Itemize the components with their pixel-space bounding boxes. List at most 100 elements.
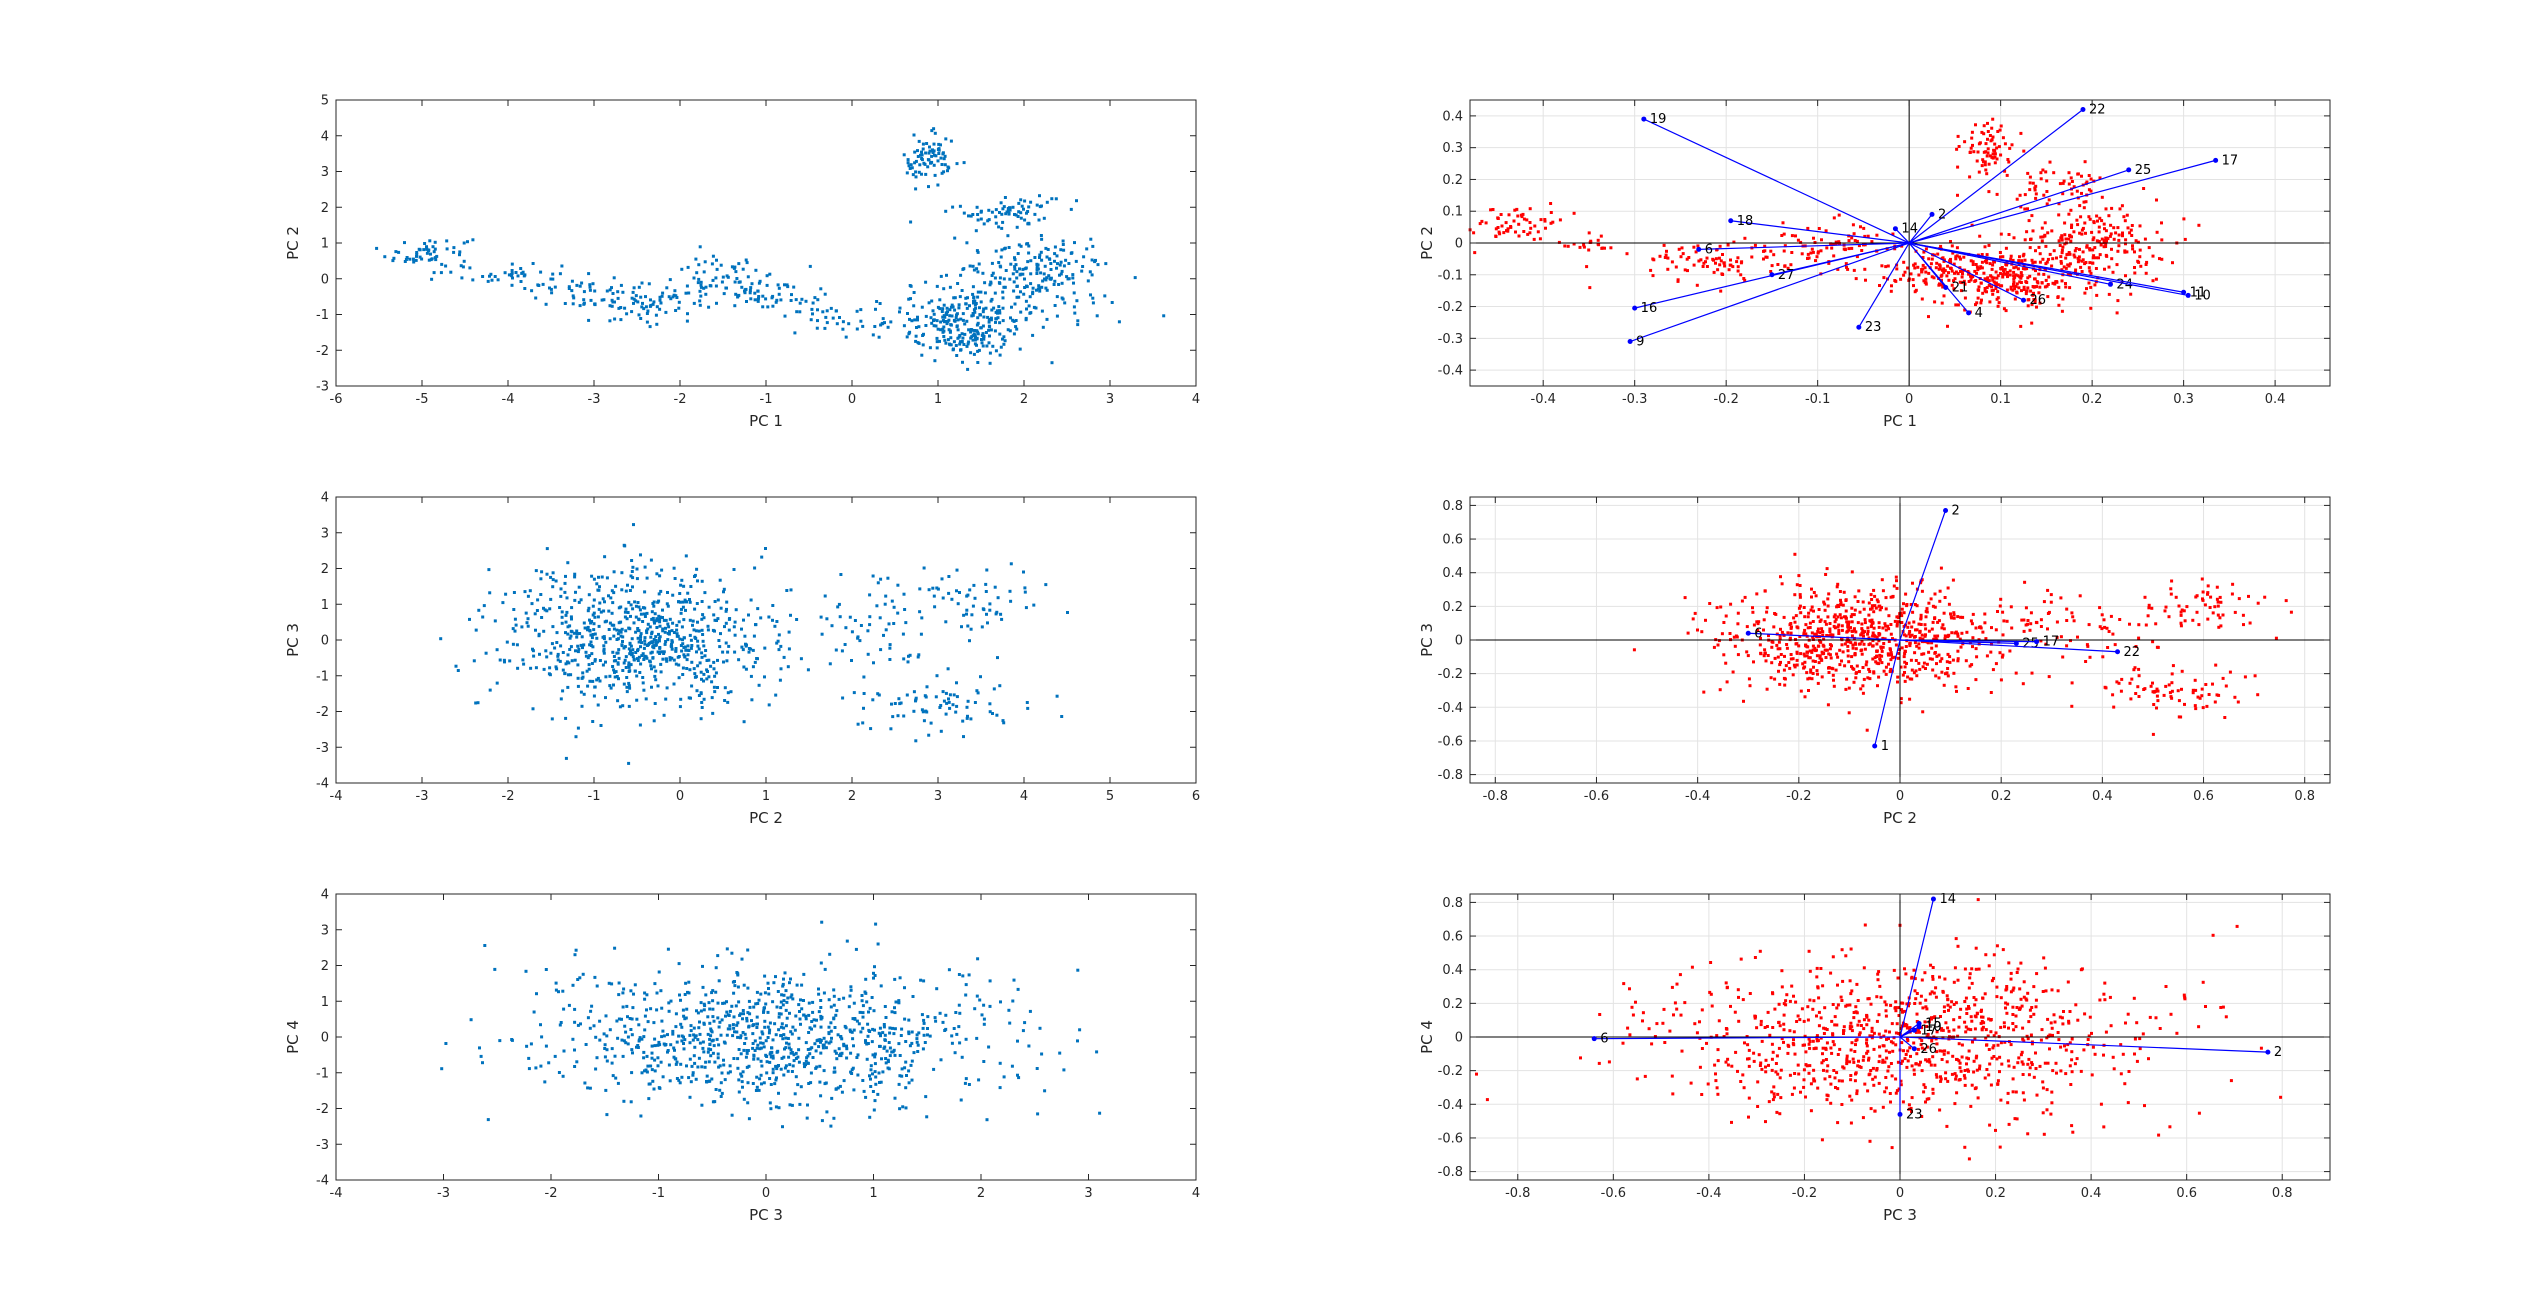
data-point	[449, 270, 453, 274]
data-point	[530, 602, 534, 606]
data-point	[1794, 614, 1798, 618]
data-point	[1960, 275, 1964, 279]
data-point	[656, 684, 660, 688]
data-point	[1935, 662, 1938, 666]
data-point	[1117, 320, 1121, 324]
data-point	[886, 576, 890, 580]
data-point	[1853, 608, 1857, 612]
data-point	[620, 627, 624, 631]
data-point	[1861, 600, 1865, 604]
data-point	[629, 644, 633, 648]
data-point	[2197, 623, 2201, 627]
data-point	[415, 254, 418, 258]
data-point	[1765, 255, 1769, 259]
data-point	[1969, 259, 1973, 263]
data-point	[738, 280, 742, 284]
data-point	[702, 270, 706, 274]
data-point	[1696, 628, 1699, 632]
data-point	[1946, 264, 1950, 268]
data-point	[1889, 658, 1893, 662]
data-point	[2130, 234, 2134, 237]
data-point	[1859, 633, 1863, 637]
data-point	[571, 1037, 575, 1041]
data-point	[1853, 653, 1857, 657]
data-point	[935, 319, 939, 323]
data-point	[415, 253, 419, 256]
data-point	[927, 588, 931, 592]
data-point	[715, 258, 718, 262]
data-point	[959, 317, 963, 321]
data-point	[890, 702, 893, 706]
data-point	[556, 652, 560, 656]
data-point	[2155, 687, 2159, 691]
data-point	[607, 609, 611, 613]
data-point	[1038, 1026, 1042, 1030]
data-point	[2032, 291, 2035, 295]
data-point	[864, 1039, 867, 1043]
data-point	[1948, 655, 1952, 659]
data-point	[649, 303, 653, 307]
data-point	[1887, 614, 1891, 618]
data-point	[670, 629, 674, 633]
data-point	[1795, 663, 1799, 667]
data-point	[2079, 265, 2083, 269]
data-point	[980, 1013, 984, 1017]
data-point	[1870, 606, 1874, 610]
data-point	[1676, 278, 1680, 282]
data-point	[1854, 671, 1858, 675]
data-point	[889, 727, 893, 731]
data-point	[838, 615, 842, 619]
data-point	[1909, 658, 1913, 662]
data-point	[1824, 229, 1828, 233]
data-point	[2046, 283, 2050, 286]
data-point	[1736, 256, 1740, 260]
data-point	[1693, 611, 1697, 615]
data-point	[656, 1043, 660, 1047]
data-point	[1687, 256, 1691, 259]
data-point	[1983, 277, 1987, 281]
data-point	[1824, 656, 1828, 659]
data-point	[1878, 658, 1882, 662]
data-point	[943, 338, 947, 342]
data-point	[590, 574, 594, 578]
data-point	[2003, 267, 2007, 271]
data-point	[790, 1032, 794, 1036]
data-point	[1866, 676, 1870, 680]
data-point	[1896, 656, 1900, 660]
data-point	[2087, 281, 2091, 285]
data-point	[958, 295, 962, 299]
data-point	[1989, 691, 1993, 694]
data-point	[1983, 287, 1987, 290]
vector-label-23: 23	[1865, 320, 1882, 335]
data-point	[649, 664, 653, 668]
data-point	[537, 632, 541, 636]
data-point	[2180, 687, 2183, 691]
data-point	[855, 1056, 859, 1059]
data-point	[1686, 631, 1690, 635]
data-point	[965, 241, 969, 245]
vector-label-21: 21	[1952, 280, 1969, 295]
data-point	[856, 1073, 860, 1077]
data-point	[2170, 696, 2174, 700]
data-point	[797, 1060, 801, 1064]
data-point	[1041, 279, 1045, 283]
data-point	[1041, 325, 1045, 329]
data-point	[841, 320, 845, 324]
data-point	[798, 310, 802, 314]
data-point	[1903, 665, 1907, 669]
data-point	[1062, 264, 1066, 268]
data-point	[888, 658, 892, 661]
data-point	[779, 1000, 783, 1004]
data-point	[849, 985, 853, 989]
data-point	[1851, 223, 1855, 227]
data-point	[1860, 627, 1864, 631]
data-point	[1920, 270, 1924, 274]
data-point	[1751, 610, 1755, 614]
data-point	[932, 127, 936, 131]
data-point	[1024, 266, 1028, 270]
data-point	[2061, 245, 2065, 249]
data-point	[951, 305, 955, 309]
data-point	[559, 1021, 563, 1024]
data-point	[935, 284, 939, 288]
data-point	[946, 169, 949, 173]
